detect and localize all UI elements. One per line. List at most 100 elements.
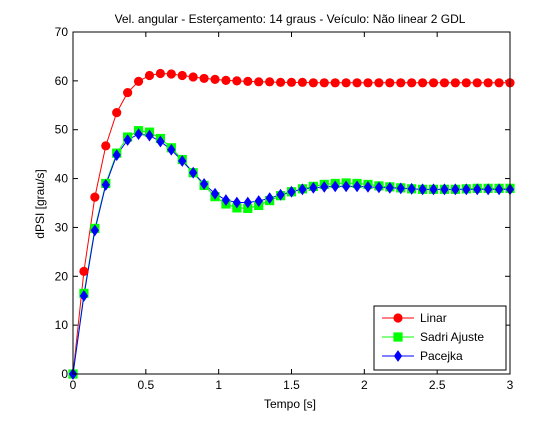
data-point-series-1	[177, 70, 187, 81]
data-point-series-1	[232, 76, 242, 86]
data-point-series-1	[494, 78, 504, 88]
y-axis-label: dPSI [grau/s]	[33, 169, 47, 238]
data-point-series-3	[407, 182, 416, 195]
y-tick-label: 20	[55, 269, 69, 283]
legend: Linar Sadri Ajuste Pacejka	[373, 305, 507, 371]
data-point-series-1	[210, 74, 220, 84]
data-point-series-3	[90, 224, 99, 237]
data-point-series-3	[484, 183, 493, 196]
data-point-series-3	[298, 183, 307, 196]
data-point-series-1	[90, 192, 100, 202]
y-tick-label: 50	[55, 123, 69, 137]
y-tick-label: 70	[55, 25, 69, 39]
data-point-series-3	[429, 183, 438, 196]
data-point-series-3	[276, 188, 285, 201]
data-point-series-3	[341, 180, 351, 193]
data-point-series-3	[101, 179, 110, 191]
data-point-series-3	[254, 195, 263, 207]
data-point-series-3	[287, 185, 296, 198]
data-point-series-1	[308, 78, 318, 88]
y-tick-label: 60	[55, 74, 69, 88]
y-tick-label: 10	[55, 318, 69, 332]
data-point-series-1	[374, 78, 384, 88]
data-point-series-1	[133, 76, 144, 86]
data-point-series-1	[275, 77, 286, 87]
data-point-series-1	[101, 141, 111, 151]
data-point-series-3	[265, 192, 274, 205]
data-point-series-3	[374, 181, 384, 194]
data-point-series-1	[363, 78, 373, 88]
legend-label-2: Sadri Ajuste	[420, 330, 484, 344]
x-tick-label: 0.5	[137, 378, 154, 392]
data-point-series-3	[134, 128, 143, 141]
data-point-series-3	[462, 183, 471, 196]
data-point-series-3	[199, 178, 209, 190]
data-point-series-3	[363, 180, 373, 193]
data-point-series-1	[407, 78, 417, 88]
data-point-series-3	[309, 181, 318, 194]
x-tick-label: 2.5	[429, 378, 446, 392]
data-point-series-3	[320, 180, 329, 193]
data-point-series-1	[439, 78, 450, 88]
data-point-series-3	[79, 289, 89, 302]
x-tick-label: 1	[215, 378, 222, 392]
legend-marker-2	[393, 332, 403, 342]
data-point-series-1	[352, 78, 362, 88]
legend-marker-3	[393, 350, 403, 362]
data-point-series-3	[385, 181, 394, 194]
data-point-series-3	[243, 196, 252, 209]
data-point-series-1	[79, 266, 89, 276]
data-point-series-1	[123, 87, 133, 98]
data-point-series-3	[473, 183, 482, 196]
x-tick-label: 2	[361, 378, 368, 392]
data-point-series-1	[188, 72, 198, 82]
data-point-series-3	[396, 182, 405, 195]
data-point-series-3	[352, 180, 362, 193]
data-point-series-1	[461, 78, 471, 88]
data-point-series-1	[155, 68, 165, 79]
data-point-series-1	[483, 78, 493, 88]
data-point-series-3	[145, 129, 154, 142]
y-tick-label: 40	[55, 172, 69, 186]
data-point-series-3	[167, 143, 176, 156]
data-point-series-1	[221, 75, 231, 85]
data-point-series-1	[417, 78, 428, 88]
data-point-series-1	[199, 73, 209, 84]
data-point-series-1	[286, 77, 297, 87]
x-tick-label: 3	[507, 378, 514, 392]
data-point-series-3	[331, 180, 340, 193]
data-point-series-1	[243, 76, 253, 86]
data-point-series-3	[156, 135, 165, 148]
legend-label-1: Linar	[420, 311, 447, 325]
data-point-series-1	[319, 78, 329, 88]
data-point-series-1	[265, 77, 275, 87]
data-point-series-1	[396, 78, 406, 88]
x-tick-label: 0	[70, 378, 77, 392]
data-point-series-3	[451, 183, 460, 196]
data-point-series-1	[144, 70, 155, 81]
data-point-series-1	[428, 78, 439, 88]
x-tick-label: 1.5	[283, 378, 300, 392]
data-point-series-3	[178, 155, 187, 167]
data-point-series-1	[330, 78, 340, 88]
data-point-series-1	[166, 69, 176, 79]
data-point-series-3	[494, 183, 504, 196]
data-point-series-1	[254, 77, 264, 87]
legend-marker-1	[393, 313, 403, 323]
chart-title: Vel. angular - Esterçamento: 14 graus - …	[115, 12, 466, 26]
data-point-series-1	[450, 78, 460, 88]
legend-label-3: Pacejka	[420, 349, 463, 363]
data-point-series-3	[123, 134, 132, 146]
data-point-series-3	[112, 149, 121, 162]
y-tick-label: 30	[55, 220, 69, 234]
data-point-series-1	[385, 78, 395, 88]
data-point-series-1	[297, 77, 308, 87]
x-axis-label: Tempo [s]	[264, 397, 316, 411]
data-point-series-3	[418, 183, 427, 196]
data-point-series-3	[232, 196, 242, 209]
data-point-series-3	[221, 194, 231, 206]
data-point-series-1	[341, 78, 351, 88]
